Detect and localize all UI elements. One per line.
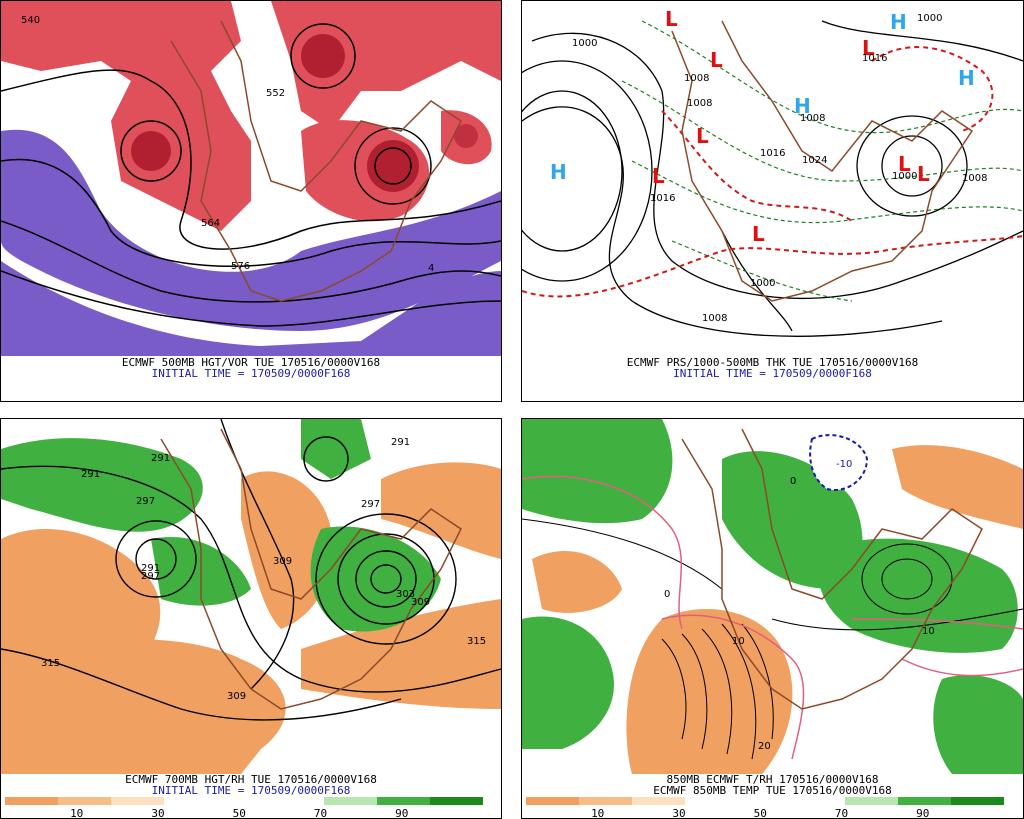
height-label: 291 bbox=[81, 469, 100, 480]
temp-label: 0 bbox=[790, 476, 796, 487]
temp-label: -10 bbox=[836, 459, 852, 470]
dry-region bbox=[892, 445, 1023, 529]
high-pressure-symbol: H bbox=[794, 94, 811, 118]
dry-region bbox=[381, 462, 501, 559]
caption-title: ECMWF PRS/1000-500MB THK TUE 170516/0000… bbox=[626, 356, 919, 369]
map-pressure-thickness: H H H H L L L L L L L L 1000 1000 1008 1… bbox=[522, 1, 1023, 356]
coastline bbox=[170, 20, 462, 302]
panel-500mb-hgt-vor: 540 552 564 576 4 ECMWF 500MB HGT/VOR TU… bbox=[0, 0, 502, 402]
high-pressure-symbol: H bbox=[550, 160, 567, 184]
contour-label: 4 bbox=[428, 263, 434, 274]
moist-region bbox=[301, 419, 371, 479]
height-label: 315 bbox=[467, 636, 486, 647]
low-pressure-symbol: L bbox=[710, 48, 723, 72]
panel-700mb-hgt-rh: 291 291 291 297 297 309 309 315 315 297 … bbox=[0, 418, 502, 819]
low-pressure-symbol: L bbox=[917, 162, 930, 186]
positive-vorticity-region bbox=[1, 1, 251, 231]
map-850mb-temperature: -10 0 0 10 10 20 bbox=[522, 419, 1023, 774]
height-label: 315 bbox=[41, 658, 60, 669]
panel-850mb-temp-rh: -10 0 0 10 10 20 850MB ECMWF T/RH 170516… bbox=[521, 418, 1024, 819]
height-label: 297 bbox=[136, 496, 155, 507]
coastline bbox=[160, 428, 462, 710]
temp-label: 10 bbox=[922, 626, 935, 637]
scale-tick: 90 bbox=[916, 807, 930, 819]
temp-label: 0 bbox=[664, 589, 670, 600]
isobar-label: 1016 bbox=[862, 53, 887, 64]
isobar-label: 1016 bbox=[760, 148, 785, 159]
map-700mb-humidity: 291 291 291 297 297 309 309 315 315 297 … bbox=[1, 419, 501, 774]
dry-region bbox=[532, 550, 622, 613]
temp-label: 20 bbox=[758, 741, 771, 752]
caption-title: ECMWF 700MB HGT/RH TUE 170516/0000V168 bbox=[125, 773, 377, 786]
contour-label: 552 bbox=[266, 88, 285, 99]
humidity-color-scale bbox=[5, 797, 483, 805]
scale-tick: 70 bbox=[834, 807, 849, 819]
height-label: 303 bbox=[396, 589, 415, 600]
scale-tick: 70 bbox=[313, 807, 328, 819]
moist-region bbox=[933, 675, 1023, 774]
height-label: 309 bbox=[273, 556, 292, 567]
isobar-label: 1000 bbox=[892, 171, 917, 182]
map-500mb-vorticity: 540 552 564 576 4 bbox=[1, 1, 501, 356]
caption-initial-time: INITIAL TIME = 170509/0000F168 bbox=[151, 367, 351, 380]
coastline bbox=[671, 20, 974, 302]
isobar-label: 1008 bbox=[962, 173, 987, 184]
moist-region bbox=[1, 438, 203, 532]
panel-prs-thickness: H H H H L L L L L L L L 1000 1000 1008 1… bbox=[521, 0, 1024, 402]
low-pressure-symbol: L bbox=[665, 7, 678, 31]
negative-vorticity-region bbox=[1, 261, 501, 356]
dry-region bbox=[1, 639, 286, 774]
dry-region bbox=[626, 609, 793, 774]
isobar-label: 1000 bbox=[572, 38, 597, 49]
isobar-label: 1024 bbox=[802, 155, 827, 166]
scale-tick: 10 bbox=[591, 807, 605, 819]
scale-tick: 90 bbox=[395, 807, 409, 819]
isobar-label: 1016 bbox=[650, 193, 675, 204]
scale-ticks: 10 30 50 70 90 bbox=[5, 807, 483, 819]
caption-title: 850MB ECMWF T/RH 170516/0000V168 bbox=[666, 773, 879, 786]
low-pressure-symbol: L bbox=[898, 152, 911, 176]
low-pressure-symbol: L bbox=[862, 36, 875, 60]
scale-tick: 10 bbox=[70, 807, 84, 819]
cold-region bbox=[809, 434, 869, 491]
scale-ticks: 10 30 50 70 90 bbox=[526, 807, 1004, 819]
height-label: 297 bbox=[141, 571, 160, 582]
humidity-color-scale bbox=[526, 797, 1004, 805]
scale-tick: 50 bbox=[232, 807, 246, 819]
isobar-label: 1000 bbox=[750, 278, 775, 289]
contour-label: 540 bbox=[21, 15, 40, 26]
height-label: 291 bbox=[391, 437, 410, 448]
temp-label: 10 bbox=[732, 636, 745, 647]
height-label: 309 bbox=[227, 691, 246, 702]
height-label: 291 bbox=[151, 453, 170, 464]
isobar-label: 1008 bbox=[684, 73, 709, 84]
low-pressure-symbol: L bbox=[696, 124, 709, 148]
isobar-label: 1008 bbox=[687, 98, 712, 109]
caption-initial-time: INITIAL TIME = 170509/0000F168 bbox=[151, 784, 351, 797]
caption-title: ECMWF 500MB HGT/VOR TUE 170516/0000V168 bbox=[121, 356, 381, 369]
isobar-label: 1000 bbox=[917, 13, 942, 24]
caption-subtitle: ECMWF 850MB TEMP TUE 170516/0000V168 bbox=[653, 784, 892, 797]
scale-tick: 30 bbox=[672, 807, 686, 819]
height-label: 309 bbox=[411, 597, 430, 608]
scale-tick: 30 bbox=[151, 807, 165, 819]
height-label: 291 bbox=[141, 563, 160, 574]
caption-initial-time: INITIAL TIME = 170509/0000F168 bbox=[673, 367, 872, 380]
negative-vorticity-region bbox=[1, 129, 501, 331]
low-pressure-symbol: L bbox=[752, 222, 765, 246]
height-label: 297 bbox=[361, 499, 380, 510]
low-pressure-symbol: L bbox=[652, 164, 665, 188]
coastline bbox=[681, 428, 983, 710]
moist-region bbox=[522, 616, 614, 749]
positive-vorticity-region bbox=[271, 1, 501, 131]
contour-label: 576 bbox=[231, 261, 250, 272]
contour-label: 564 bbox=[201, 218, 220, 229]
scale-tick: 50 bbox=[753, 807, 767, 819]
isobar-label: 1008 bbox=[800, 113, 825, 124]
moist-region bbox=[818, 538, 1018, 653]
isobar-label: 1008 bbox=[702, 313, 727, 324]
high-pressure-symbol: H bbox=[958, 66, 975, 90]
high-pressure-symbol: H bbox=[890, 10, 907, 34]
